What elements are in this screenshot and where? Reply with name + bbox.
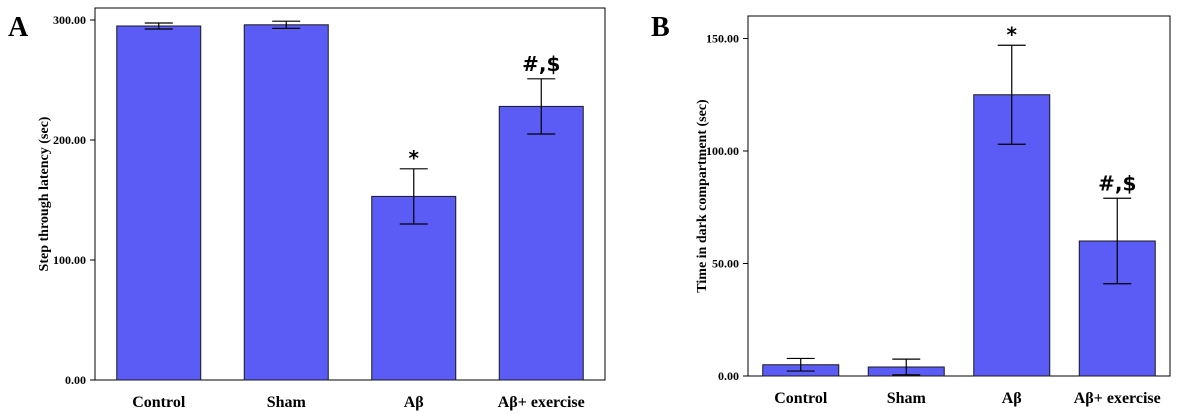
y-tick-label: 100.00 bbox=[53, 253, 86, 267]
category-label: Aβ+ exercise bbox=[1074, 390, 1161, 407]
panel-letter: A bbox=[8, 12, 29, 43]
y-axis-title: Time in dark compartment (sec) bbox=[695, 99, 710, 293]
y-axis-title: Step through latency (sec) bbox=[37, 116, 52, 271]
y-tick-label: 150.00 bbox=[706, 32, 739, 46]
panel-b: B 0.00 50.00 100.00 150.00 Time in dark compa… bbox=[651, 12, 1171, 407]
y-tick-label: 200.00 bbox=[53, 133, 86, 147]
category-label: Sham bbox=[887, 390, 927, 407]
bar bbox=[498, 105, 584, 381]
bar bbox=[371, 195, 457, 381]
panel-letter: B bbox=[651, 12, 670, 43]
y-tick-label: 300.00 bbox=[53, 13, 86, 27]
y-tick-label: 0.00 bbox=[718, 369, 739, 383]
bar bbox=[116, 25, 202, 381]
category-label: Aβ bbox=[404, 394, 424, 411]
y-tick-label: 100.00 bbox=[706, 144, 739, 158]
category-label: Sham bbox=[267, 394, 307, 411]
significance-marker: * bbox=[409, 146, 420, 170]
significance-marker: * bbox=[1007, 22, 1018, 46]
plot-frame bbox=[94, 7, 606, 381]
plot-frame bbox=[747, 15, 1171, 377]
significance-marker: #,$ bbox=[522, 52, 560, 76]
y-tick-label: 0.00 bbox=[65, 373, 86, 387]
category-label: Control bbox=[132, 394, 186, 411]
bar bbox=[243, 24, 329, 381]
category-label: Aβ+ exercise bbox=[498, 394, 585, 411]
significance-marker: #,$ bbox=[1098, 171, 1136, 195]
y-tick-label: 50.00 bbox=[712, 257, 739, 271]
category-label: Aβ bbox=[1002, 390, 1022, 407]
panel-a: A 0.00 100.00 200.00 300.00 Step through late… bbox=[8, 7, 606, 411]
category-label: Control bbox=[774, 390, 828, 407]
